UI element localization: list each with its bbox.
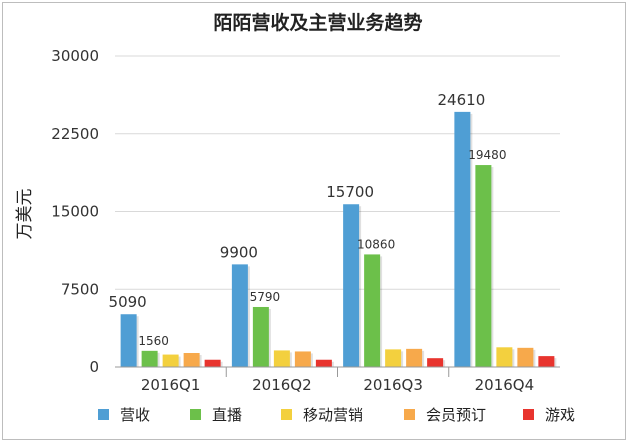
legend-label: 移动营销: [303, 406, 363, 424]
bar-营收-2016Q1: [120, 314, 137, 367]
bar-移动营销-2016Q2: [273, 350, 290, 367]
x-tick-label: 2016Q4: [475, 376, 535, 394]
bar-移动营销-2016Q3: [385, 349, 402, 367]
chart-title: 陌陌营收及主营业务趋势: [213, 11, 422, 34]
legend-label: 营收: [120, 406, 150, 424]
data-labels: 5090 1560 9900 5790 15700 10860 24610 19480: [109, 91, 507, 348]
y-tick-label: 22500: [51, 125, 99, 143]
bar-移动营销-2016Q1: [162, 354, 179, 367]
y-axis-label: 万美元: [15, 189, 35, 240]
legend-swatch: [98, 409, 109, 420]
bar-营收-2016Q3: [343, 204, 360, 367]
x-tick-label: 2016Q1: [141, 376, 201, 394]
bar-游戏-2016Q4: [538, 356, 555, 367]
data-label: 24610: [438, 91, 486, 109]
bar-直播-2016Q4: [475, 165, 492, 367]
x-tick-label: 2016Q2: [252, 376, 312, 394]
data-label: 15700: [326, 183, 374, 201]
bars: [120, 111, 557, 367]
data-label: 5090: [109, 293, 147, 311]
legend-label: 会员预订: [426, 406, 486, 424]
y-tick-label: 0: [89, 358, 99, 376]
legend-swatch: [190, 409, 201, 420]
bar-会员预订-2016Q1: [183, 353, 200, 367]
bar-游戏-2016Q2: [315, 359, 332, 367]
data-label: 1560: [138, 334, 169, 348]
data-label: 10860: [357, 237, 395, 251]
bar-移动营销-2016Q4: [496, 347, 513, 367]
legend-label: 直播: [212, 406, 242, 424]
bar-游戏-2016Q3: [427, 358, 444, 367]
bar-直播-2016Q2: [252, 306, 269, 367]
y-tick-label: 30000: [51, 47, 99, 65]
y-tick-label: 15000: [51, 203, 99, 221]
y-tick-label: 7500: [61, 280, 99, 298]
legend-swatch: [523, 409, 534, 420]
bar-会员预订-2016Q2: [294, 351, 311, 367]
legend-swatch: [404, 409, 415, 420]
bar-会员预订-2016Q3: [406, 348, 423, 367]
bar-游戏-2016Q1: [204, 359, 221, 367]
bar-营收-2016Q4: [454, 111, 471, 367]
data-label: 5790: [250, 290, 281, 304]
y-axis-ticks: 0 7500 15000 22500 30000: [51, 47, 99, 376]
legend-swatch: [281, 409, 292, 420]
legend-label: 游戏: [545, 406, 575, 424]
bar-会员预订-2016Q4: [517, 347, 534, 367]
data-label: 19480: [468, 148, 506, 162]
data-label: 9900: [220, 243, 258, 261]
legend: 营收 直播 移动营销 会员预订 游戏: [98, 406, 575, 424]
x-axis-ticks: 2016Q1 2016Q2 2016Q3 2016Q4: [141, 367, 534, 394]
bar-营收-2016Q2: [231, 264, 248, 367]
x-tick-label: 2016Q3: [363, 376, 423, 394]
bar-直播-2016Q3: [364, 254, 381, 367]
bar-直播-2016Q1: [141, 350, 158, 367]
